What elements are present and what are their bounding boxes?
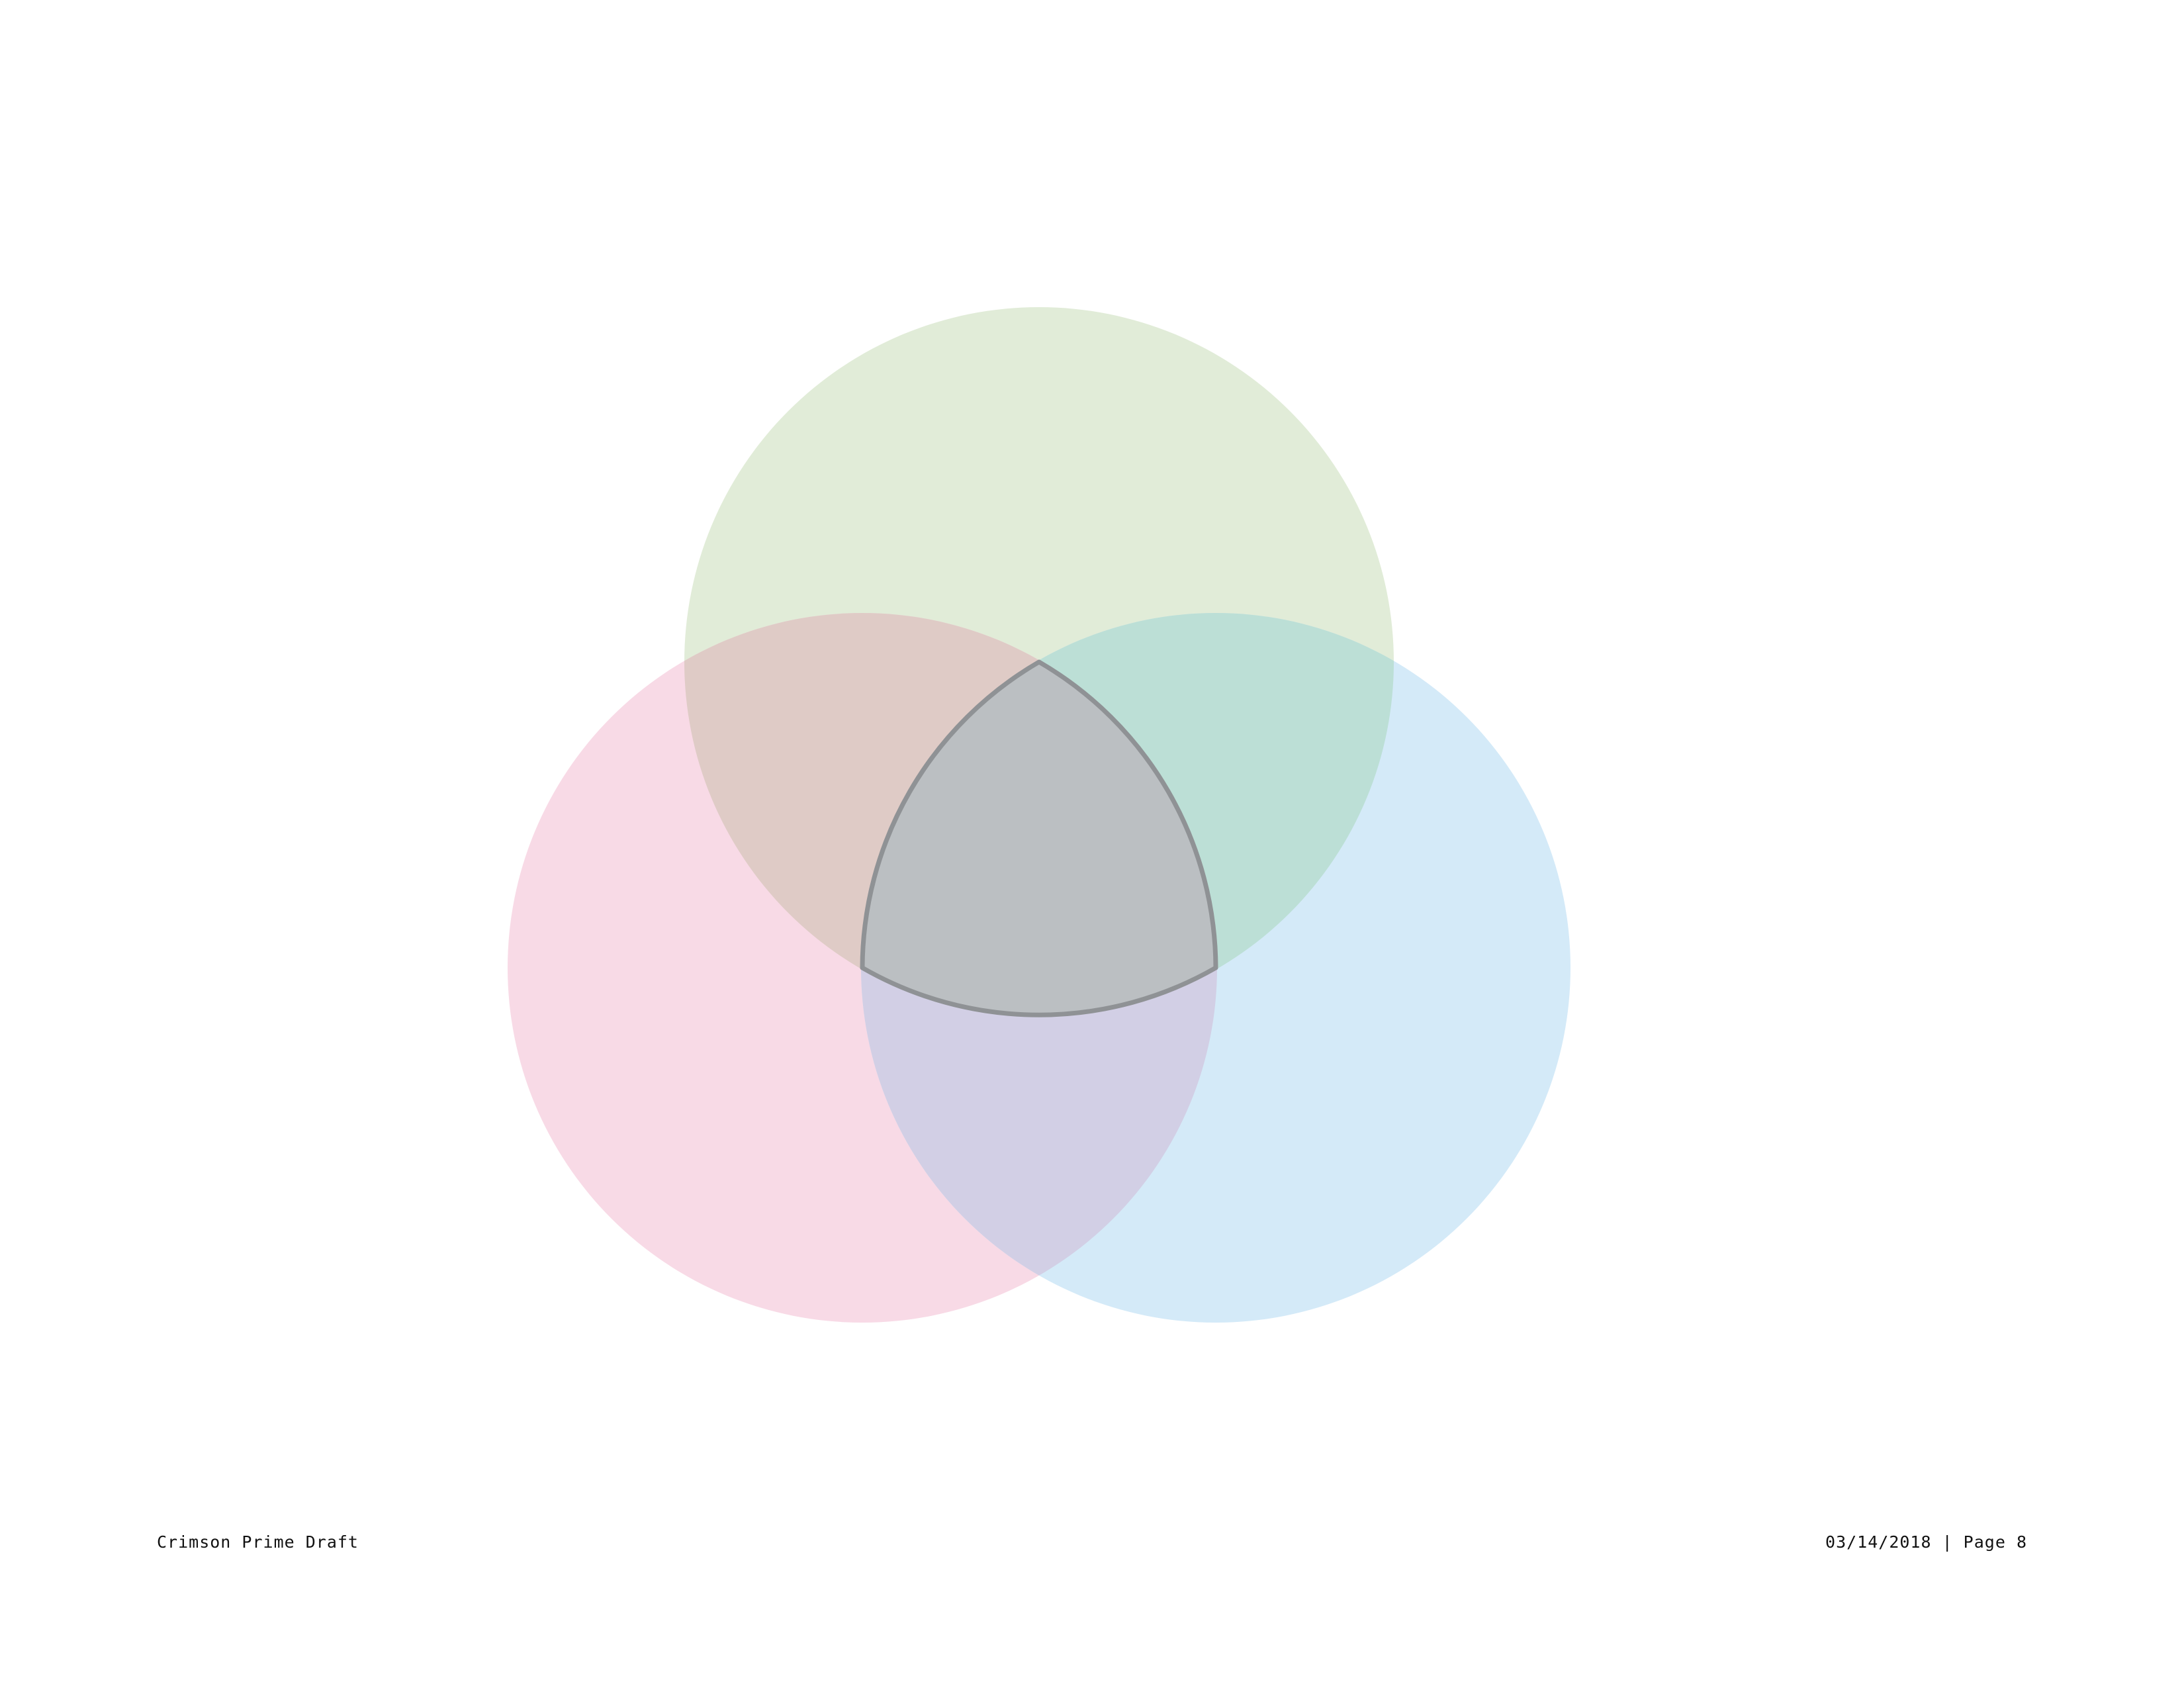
footer-date-page: 03/14/2018 | Page 8 — [1825, 1532, 2027, 1552]
footer-document-title: Crimson Prime Draft — [157, 1532, 359, 1552]
center-region-outline — [860, 659, 1218, 1017]
